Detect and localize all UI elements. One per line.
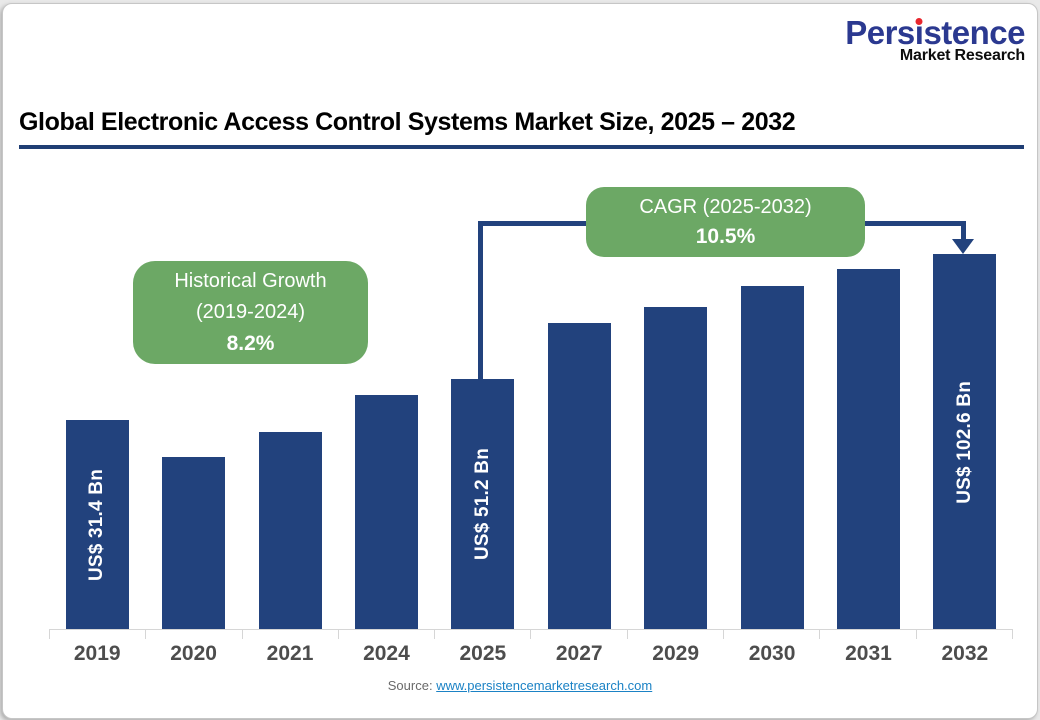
x-axis-labels: 2019 2020 2021 2024 2025 2027 2029 2030 2031 2032 bbox=[49, 642, 1013, 666]
x-axis-label: 2032 bbox=[941, 642, 989, 665]
axis-tick bbox=[628, 630, 725, 639]
cagr-callout: CAGR (2025-2032) 10.5% bbox=[586, 187, 865, 257]
axis-tick bbox=[724, 630, 821, 639]
axis-tick bbox=[435, 630, 532, 639]
source-link[interactable]: www.persistencemarketresearch.com bbox=[436, 678, 653, 693]
bar bbox=[354, 395, 418, 630]
bar: US$ 102.6 Bn bbox=[933, 254, 997, 630]
bar: US$ 51.2 Bn bbox=[451, 379, 515, 630]
bar-value-label: US$ 31.4 Bn bbox=[86, 468, 108, 582]
axis-tick bbox=[339, 630, 436, 639]
x-axis-label: 2030 bbox=[748, 642, 796, 665]
bar-slot: US$ 102.6 Bn bbox=[917, 230, 1013, 630]
x-axis-label: 2031 bbox=[845, 642, 892, 665]
x-axis-label: 2020 bbox=[170, 642, 217, 665]
axis-tick bbox=[917, 630, 1013, 639]
bar-slot: US$ 31.4 Bn bbox=[49, 230, 145, 630]
bar-slot bbox=[627, 230, 723, 630]
bar-slot bbox=[145, 230, 241, 630]
bar bbox=[644, 307, 708, 630]
arrow-down-icon bbox=[952, 239, 974, 254]
x-axis-label: 2024 bbox=[363, 642, 410, 665]
cagr-label: CAGR (2025-2032) bbox=[639, 196, 812, 218]
bar-value-label: US$ 51.2 Bn bbox=[471, 448, 493, 561]
chart-title: Global Electronic Access Control Systems… bbox=[19, 108, 796, 136]
x-axis-label: 2025 bbox=[459, 642, 507, 665]
x-axis-label: 2029 bbox=[652, 642, 699, 665]
bar-slot bbox=[724, 230, 820, 630]
axis-tick bbox=[50, 630, 147, 639]
historical-growth-callout: Historical Growth (2019-2024) 8.2% bbox=[133, 261, 368, 364]
x-axis-label: 2019 bbox=[73, 642, 121, 665]
bar bbox=[547, 323, 611, 630]
x-axis-line bbox=[49, 629, 1013, 630]
bar-slot bbox=[338, 230, 434, 630]
cagr-connector-left-line bbox=[478, 221, 483, 381]
logo-persistence-text: Persıstence bbox=[845, 14, 1025, 51]
bar-slot bbox=[820, 230, 916, 630]
axis-tick bbox=[531, 630, 628, 639]
historical-growth-range: (2019-2024) bbox=[196, 301, 305, 323]
source-label: Source: bbox=[387, 678, 433, 693]
source-line: Source: www.persistencemarketresearch.co… bbox=[3, 678, 1037, 693]
title-underline bbox=[19, 145, 1024, 149]
x-axis-label: 2021 bbox=[266, 642, 314, 665]
bar-slot: US$ 51.2 Bn bbox=[435, 230, 531, 630]
logo-red-dot-i: ı bbox=[914, 14, 924, 51]
infographic-card: Persıstence Market Research Global Elect… bbox=[2, 3, 1038, 719]
historical-growth-value: 8.2% bbox=[226, 332, 275, 355]
bar-value-label: US$ 102.6 Bn bbox=[953, 380, 975, 504]
bar: US$ 31.4 Bn bbox=[65, 420, 129, 630]
x-axis-label: 2027 bbox=[555, 642, 603, 665]
x-axis-ticks bbox=[49, 630, 1013, 639]
cagr-value: 10.5% bbox=[695, 225, 756, 248]
axis-tick bbox=[146, 630, 243, 639]
bar-slot bbox=[531, 230, 627, 630]
bars-row: US$ 31.4 Bn US$ 51.2 Bn bbox=[49, 230, 1013, 630]
axis-tick bbox=[243, 630, 339, 639]
bar bbox=[258, 432, 322, 630]
bar bbox=[162, 457, 226, 630]
bar bbox=[740, 286, 804, 630]
bar bbox=[836, 269, 900, 630]
bar-slot bbox=[242, 230, 338, 630]
axis-tick bbox=[820, 630, 917, 639]
logo-market-research-text: Market Research bbox=[899, 46, 1025, 64]
logo: Persıstence Market Research bbox=[845, 14, 1025, 64]
cagr-connector-right-line bbox=[961, 221, 966, 240]
historical-growth-label: Historical Growth bbox=[174, 270, 327, 292]
